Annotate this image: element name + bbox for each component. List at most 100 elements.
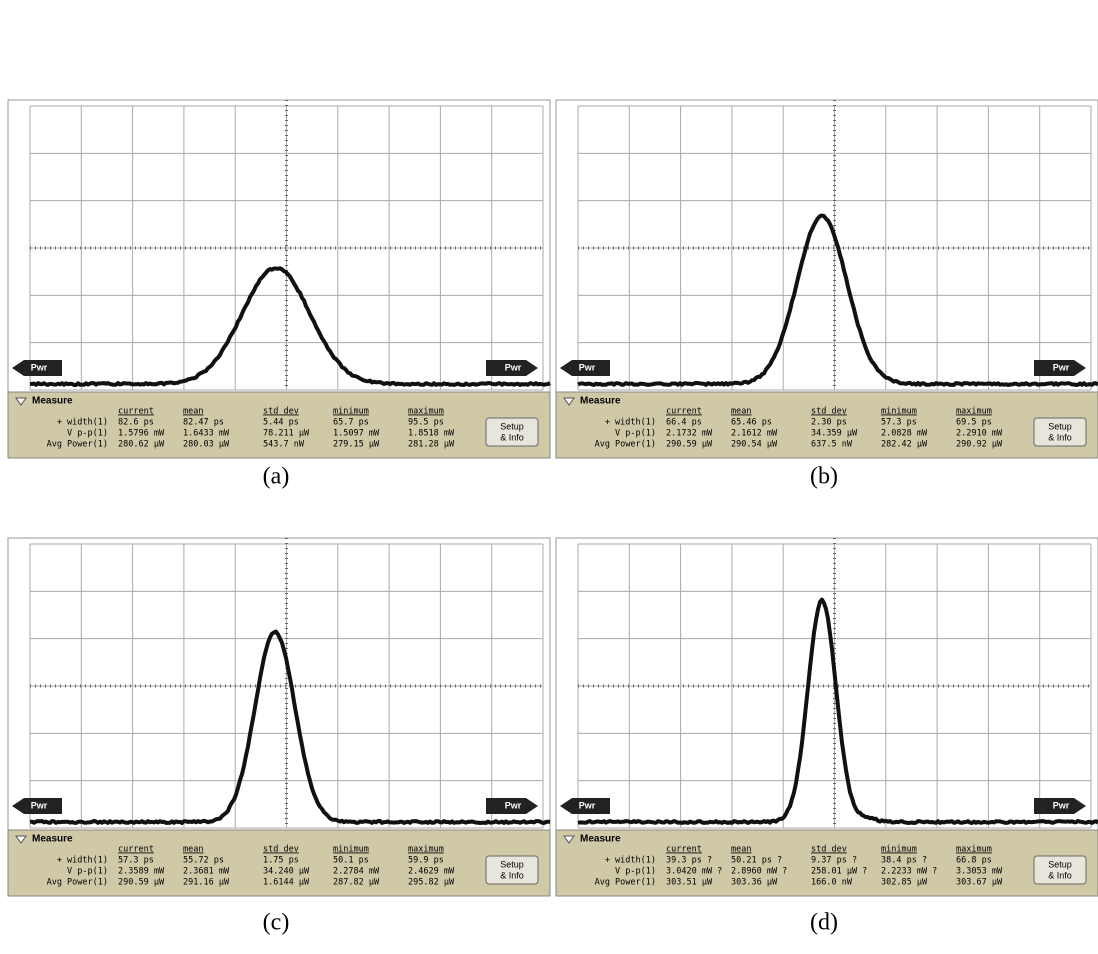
measure-value: 65.46 ps	[731, 418, 772, 428]
column-header: std dev	[811, 845, 847, 855]
measure-value: 543.7 nW	[263, 440, 305, 450]
pwr-marker-label: Pwr	[579, 800, 596, 810]
measure-value: 59.9 ps	[408, 856, 444, 866]
row-label: Avg Power(1)	[595, 878, 656, 888]
setup-button-label: & Info	[500, 870, 524, 880]
setup-button-label: Setup	[500, 421, 524, 431]
measure-value: 38.4 ps ?	[881, 856, 927, 866]
panel-caption: (b)	[810, 464, 838, 490]
measure-value: 290.59 µW	[118, 878, 165, 888]
scope-panel: Pwr Pwr Measure current mean std dev minimum ma…	[556, 538, 1098, 936]
measure-value: 3.3053 mW	[956, 867, 1003, 877]
measure-value: 291.16 µW	[183, 878, 230, 888]
measure-value: 3.0420 mW ?	[666, 867, 722, 877]
setup-button-label: Setup	[500, 859, 524, 869]
row-label: V p-p(1)	[67, 429, 108, 439]
column-header: current	[666, 407, 702, 417]
setup-button-label: Setup	[1048, 859, 1072, 869]
pwr-marker-label: Pwr	[31, 800, 48, 810]
column-header: minimum	[881, 845, 917, 855]
measure-label: Measure	[580, 396, 621, 407]
measure-value: 303.51 µW	[666, 878, 713, 888]
measure-value: 280.62 µW	[118, 440, 165, 450]
column-header: maximum	[956, 845, 992, 855]
measure-value: 302.85 µW	[881, 878, 928, 888]
measure-value: 78.211 µW	[263, 429, 310, 439]
row-label: + width(1)	[605, 856, 656, 866]
measure-value: 34.359 µW	[811, 429, 858, 439]
measure-value: 1.6433 mW	[183, 429, 230, 439]
measure-value: 2.2233 mW ?	[881, 867, 937, 877]
panel-caption: (c)	[263, 910, 290, 936]
scope-screen	[556, 538, 1098, 830]
measure-value: 2.0828 mW	[881, 429, 928, 439]
measure-value: 303.36 µW	[731, 878, 778, 888]
measure-value: 1.5796 mW	[118, 429, 165, 439]
measure-value: 279.15 µW	[333, 440, 380, 450]
setup-button-label: Setup	[1048, 421, 1072, 431]
row-label: V p-p(1)	[615, 867, 656, 877]
setup-button-label: & Info	[1048, 870, 1072, 880]
measure-value: 282.42 µW	[881, 440, 928, 450]
column-header: maximum	[408, 407, 444, 417]
panel-caption: (d)	[810, 910, 838, 936]
measure-label: Measure	[32, 396, 73, 407]
measure-value: 1.8518 mW	[408, 429, 455, 439]
measure-value: 57.3 ps	[881, 418, 917, 428]
row-label: Avg Power(1)	[47, 878, 108, 888]
measure-value: 9.37 ps ?	[811, 856, 857, 866]
panel-caption: (a)	[263, 464, 290, 490]
measure-value: 82.47 ps	[183, 418, 224, 428]
measure-value: 82.6 ps	[118, 418, 154, 428]
pwr-marker-label: Pwr	[505, 800, 522, 810]
measure-value: 5.44 ps	[263, 418, 299, 428]
measure-label: Measure	[32, 834, 73, 845]
measure-value: 55.72 ps	[183, 856, 224, 866]
row-label: Avg Power(1)	[47, 440, 108, 450]
scope-panel: PwrPwrMeasurecurrentmeanstd devminimumma…	[8, 538, 550, 936]
measure-value: 50.1 ps	[333, 856, 369, 866]
measure-label: Measure	[580, 834, 621, 845]
row-label: + width(1)	[605, 418, 656, 428]
column-header: mean	[731, 845, 751, 855]
pwr-marker-label: Pwr	[1053, 800, 1070, 810]
measure-value: 66.4 ps	[666, 418, 702, 428]
scope-screen	[8, 100, 550, 392]
measure-value: 280.03 µW	[183, 440, 230, 450]
measure-value: 1.6144 µW	[263, 878, 310, 888]
row-label: Avg Power(1)	[595, 440, 656, 450]
measure-value: 2.30 ps	[811, 418, 847, 428]
measure-value: 303.67 µW	[956, 878, 1003, 888]
scope-panel: Pwr Pwr Measure current mean std dev minimum ma…	[8, 100, 550, 490]
pwr-marker-label: Pwr	[31, 362, 48, 372]
measure-value: 57.3 ps	[118, 856, 154, 866]
column-header: mean	[183, 407, 203, 417]
column-header: std dev	[263, 407, 299, 417]
measure-value: 287.82 µW	[333, 878, 380, 888]
column-header: mean	[731, 407, 751, 417]
column-header: current	[118, 407, 154, 417]
column-header: std dev	[811, 407, 847, 417]
measure-value: 34.240 µW	[263, 867, 310, 877]
measure-value: 2.2784 mW	[333, 867, 380, 877]
measure-value: 1.75 ps	[263, 856, 299, 866]
row-label: V p-p(1)	[615, 429, 656, 439]
measure-value: 50.21 ps ?	[731, 856, 782, 866]
measure-value: 2.4629 mW	[408, 867, 455, 877]
scope-screen	[556, 100, 1098, 392]
measure-value: 2.3589 mW	[118, 867, 165, 877]
column-header: minimum	[333, 407, 369, 417]
measure-value: 95.5 ps	[408, 418, 444, 428]
measure-value: 2.1732 mW	[666, 429, 713, 439]
scope-screen	[8, 538, 550, 830]
column-header: current	[666, 845, 702, 855]
measure-value: 166.0 nW	[811, 878, 853, 888]
setup-button-label: & Info	[1048, 432, 1072, 442]
measure-value: 637.5 nW	[811, 440, 853, 450]
column-header: mean	[183, 845, 203, 855]
column-header: minimum	[333, 845, 369, 855]
measure-value: 69.5 ps	[956, 418, 992, 428]
figure: Pwr Pwr Measure current mean std dev minimum ma…	[0, 0, 1098, 954]
setup-button-label: & Info	[500, 432, 524, 442]
pwr-marker-label: Pwr	[505, 362, 522, 372]
